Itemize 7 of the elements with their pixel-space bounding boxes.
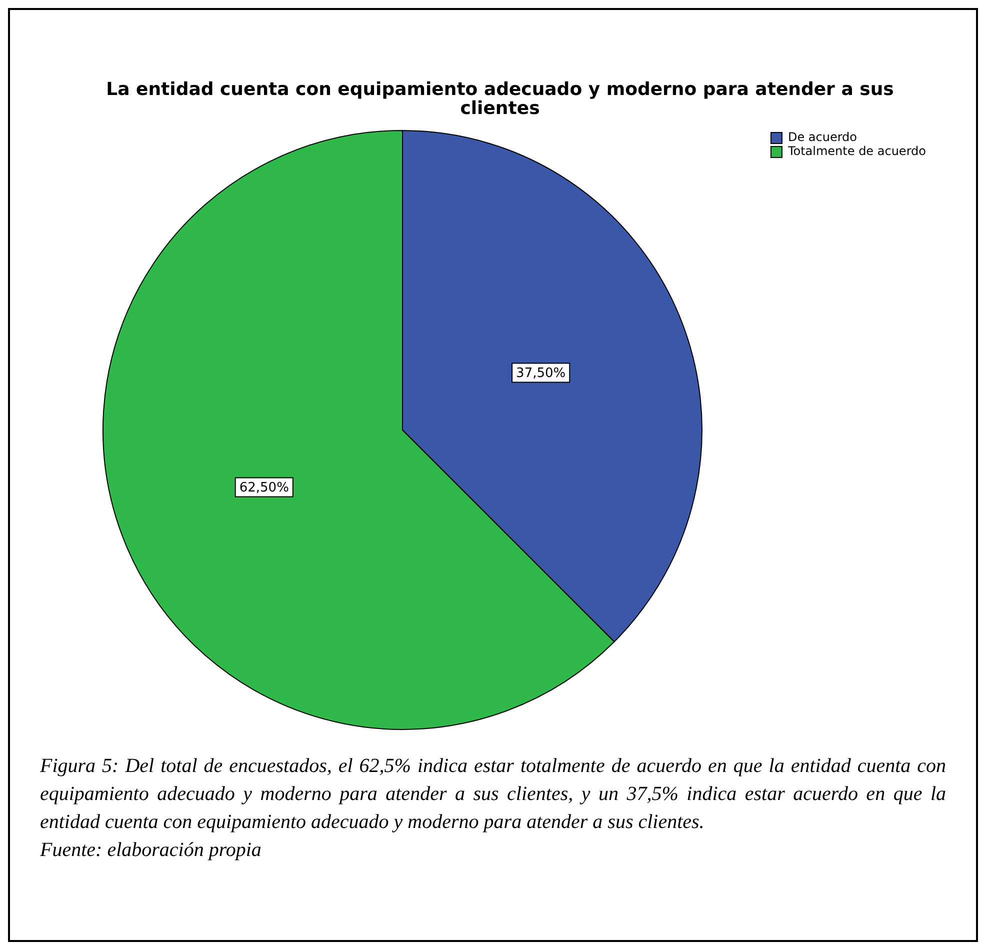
legend-label: Totalmente de acuerdo <box>786 144 926 158</box>
data-label: 62,50% <box>239 480 289 496</box>
text: Figura 5: Del total de encuestados, el 62,5% indica estar totalmente de acuerdo en que la entidad cuenta con equipamiento adecuado y moderno para atender a sus clientes, y un 37,5% indica estar acuerdo en que la entidad cuenta con equipamiento adecuado y moderno para atender a sus clientes. <box>40 754 946 835</box>
data-label: 37,50% <box>516 366 566 382</box>
legend-label: De acuerdo <box>788 130 858 144</box>
chart-title: La entidad cuenta con equipamiento adecuado y moderno para atender a sus clientes <box>105 79 895 119</box>
source-note: Fuente: elaboración propia <box>40 838 262 863</box>
